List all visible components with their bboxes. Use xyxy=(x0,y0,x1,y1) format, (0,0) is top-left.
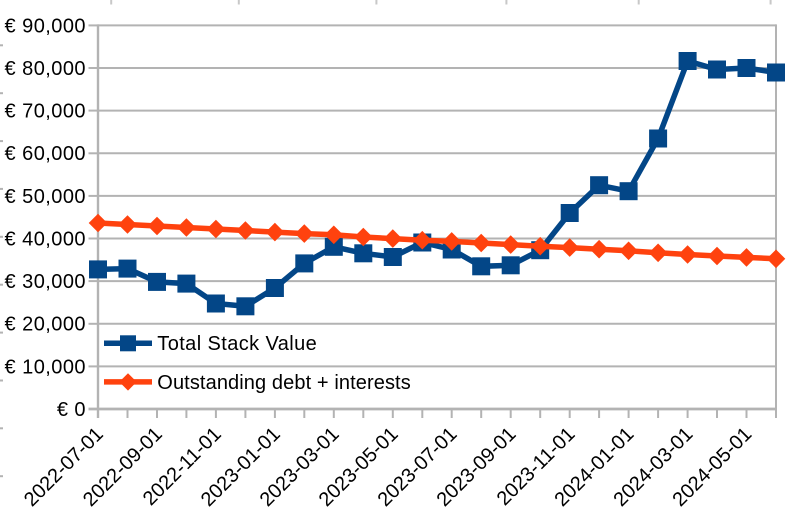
svg-text:€ 30,000: € 30,000 xyxy=(5,271,86,293)
svg-text:€ 90,000: € 90,000 xyxy=(5,15,86,37)
svg-text:€ 0: € 0 xyxy=(57,399,86,421)
svg-text:€ 20,000: € 20,000 xyxy=(5,314,86,336)
svg-text:€ 10,000: € 10,000 xyxy=(5,356,86,378)
svg-text:Total Stack Value: Total Stack Value xyxy=(157,333,317,355)
svg-text:€ 70,000: € 70,000 xyxy=(5,101,86,123)
svg-text:€ 60,000: € 60,000 xyxy=(5,143,86,165)
svg-text:Outstanding debt + interests: Outstanding debt + interests xyxy=(157,372,411,394)
svg-text:€ 80,000: € 80,000 xyxy=(5,58,86,80)
svg-text:€ 50,000: € 50,000 xyxy=(5,186,86,208)
svg-text:€ 40,000: € 40,000 xyxy=(5,228,86,250)
